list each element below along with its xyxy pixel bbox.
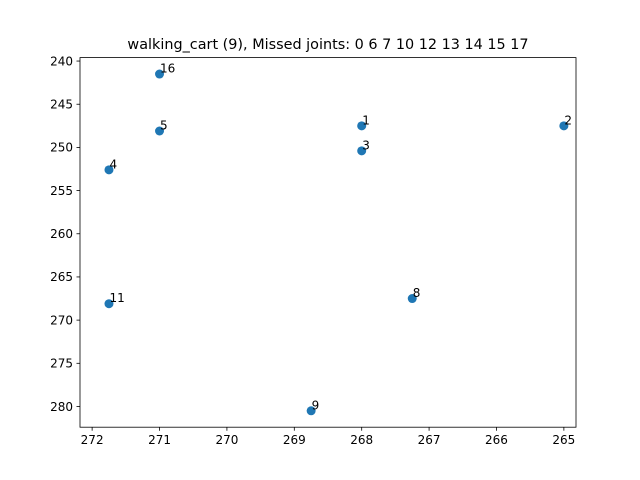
y-axis: 240 245 250 255 260 265 270 275 280 <box>50 54 80 414</box>
data-point <box>155 69 165 79</box>
chart-title: walking_cart (9), Missed joints: 0 6 7 1… <box>127 37 528 53</box>
y-tick-label: 265 <box>50 270 73 284</box>
y-tick-label: 275 <box>50 357 73 371</box>
data-point <box>559 121 569 131</box>
y-tick-label: 240 <box>50 54 73 68</box>
x-tick-label: 268 <box>350 433 373 447</box>
data-point <box>104 299 114 309</box>
y-tick-label: 260 <box>50 227 73 241</box>
point-label: 8 <box>413 286 421 300</box>
y-tick-label: 280 <box>50 400 73 414</box>
x-tick-label: 267 <box>418 433 441 447</box>
data-point <box>357 121 367 131</box>
point-label: 11 <box>109 291 124 305</box>
x-tick-label: 271 <box>148 433 171 447</box>
plot-area-frame <box>79 57 577 428</box>
x-tick-label: 269 <box>283 433 306 447</box>
x-tick-label: 265 <box>552 433 575 447</box>
point-label: 1 <box>362 113 370 127</box>
point-label: 3 <box>362 138 370 152</box>
y-tick-label: 255 <box>50 184 73 198</box>
y-tick-label: 270 <box>50 313 73 327</box>
point-label: 4 <box>109 157 117 171</box>
x-axis: 272 271 270 269 268 267 266 265 <box>81 427 575 447</box>
point-label: 2 <box>564 113 572 127</box>
point-label: 5 <box>160 119 168 133</box>
data-point <box>104 165 114 175</box>
data-points: 16 1 2 5 3 4 11 8 9 <box>104 62 572 416</box>
x-tick-label: 270 <box>215 433 238 447</box>
y-tick-label: 245 <box>50 98 73 112</box>
data-point <box>155 126 165 136</box>
point-label: 16 <box>160 62 175 76</box>
data-point <box>306 406 316 416</box>
y-tick-label: 250 <box>50 141 73 155</box>
x-tick-label: 266 <box>485 433 508 447</box>
data-point <box>407 294 417 304</box>
data-point <box>357 146 367 156</box>
x-tick-label: 272 <box>81 433 104 447</box>
point-label: 9 <box>312 398 320 412</box>
